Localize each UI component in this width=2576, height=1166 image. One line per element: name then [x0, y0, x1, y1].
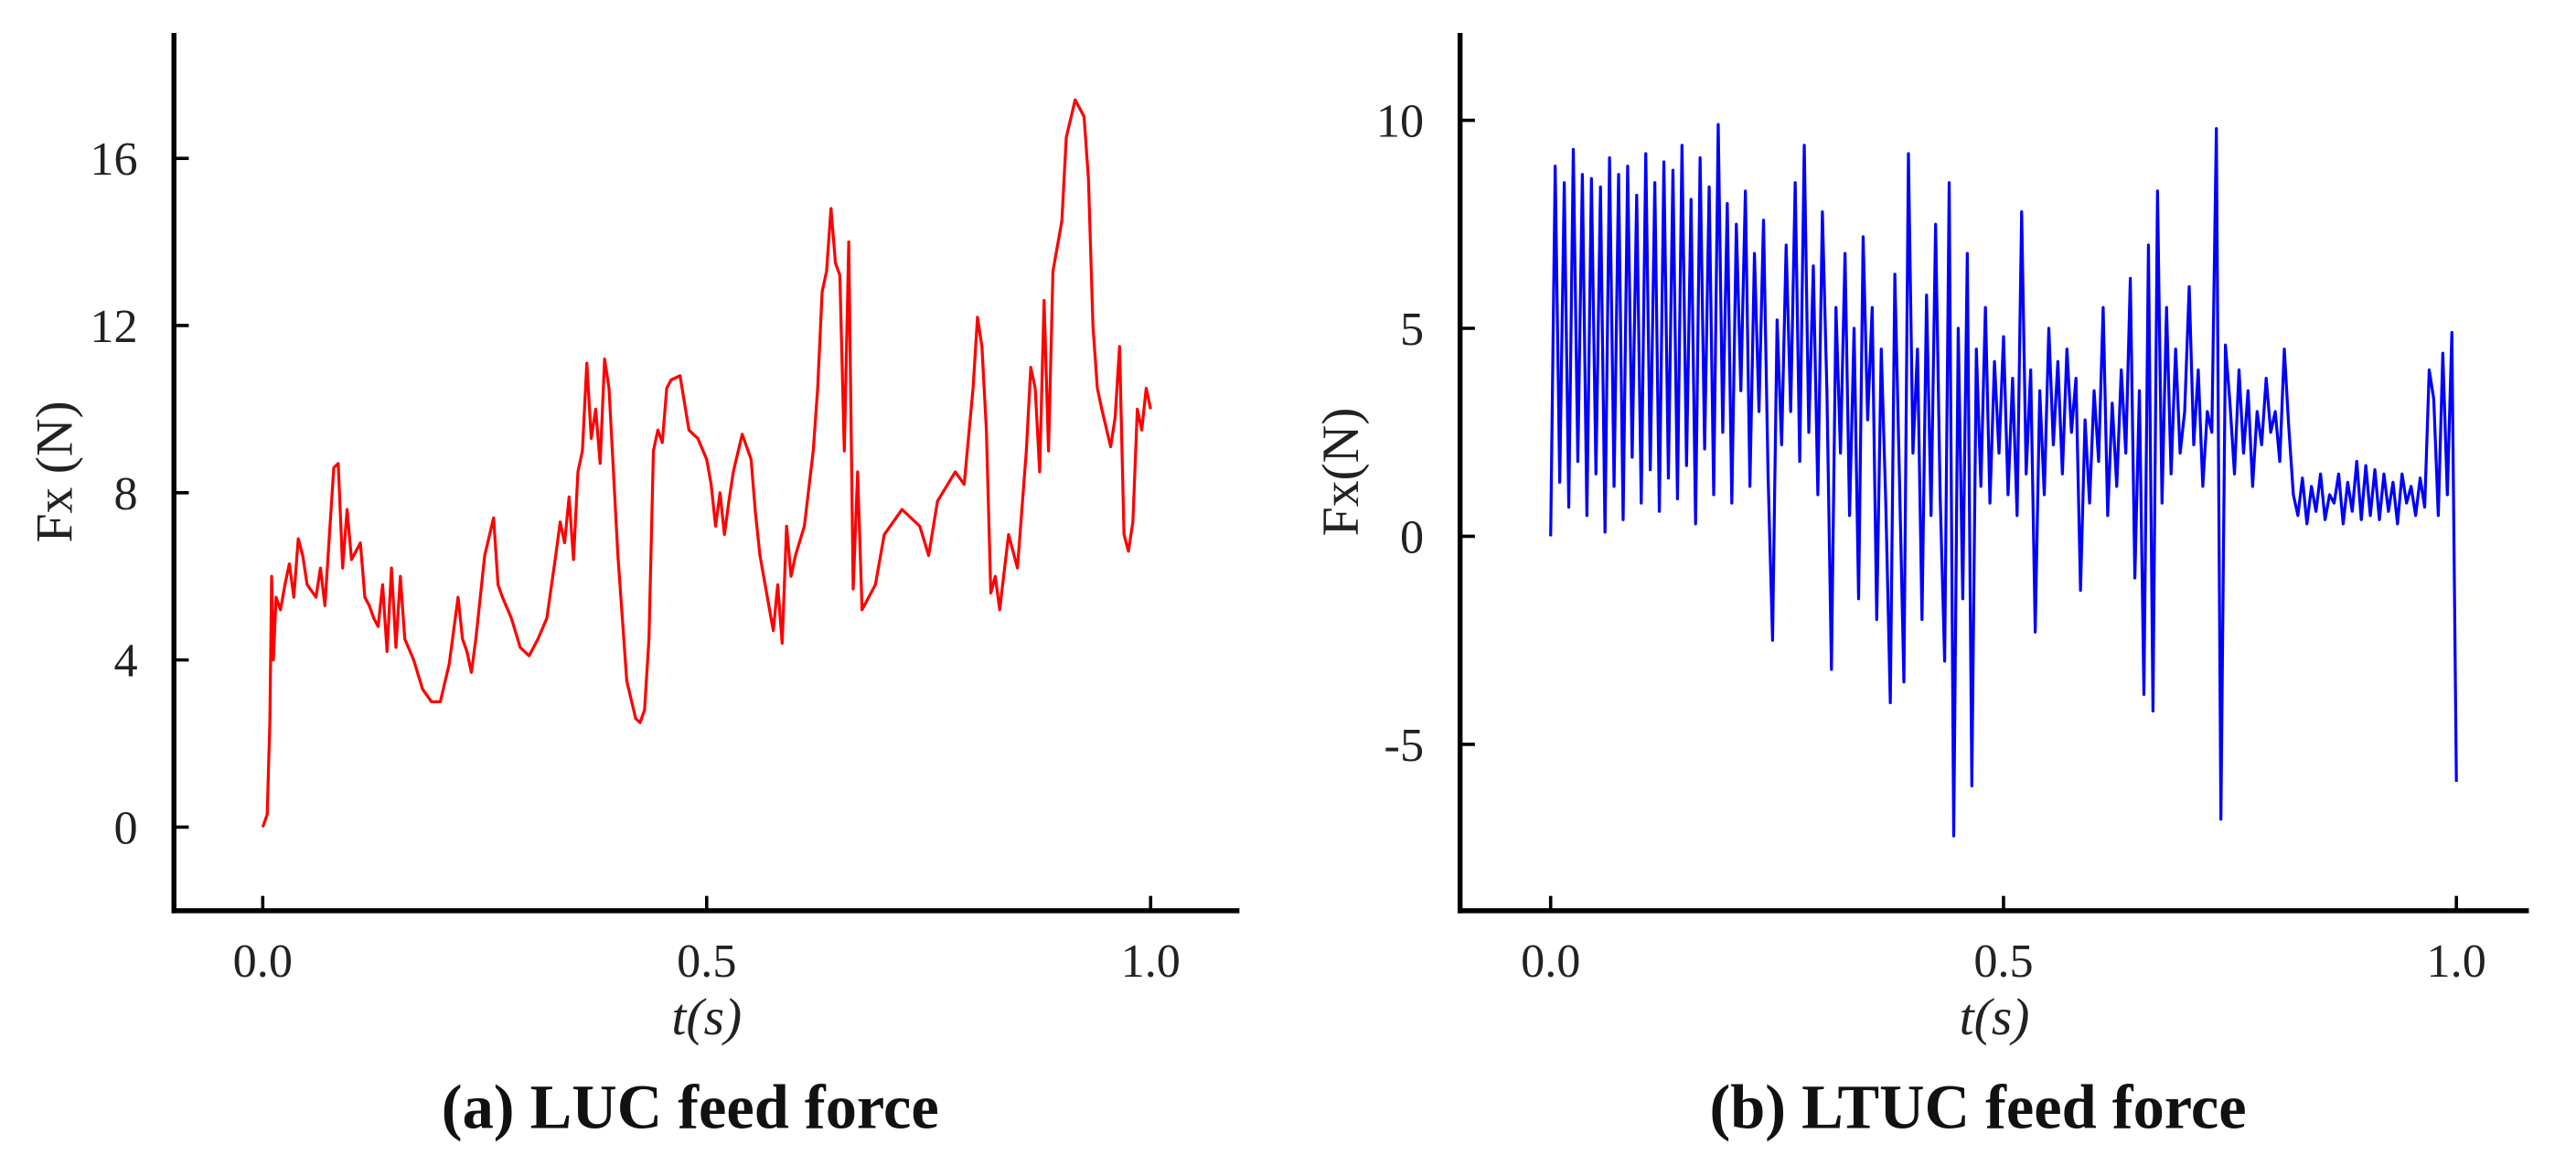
- y-axis-label: Fx (N): [27, 401, 84, 542]
- y-tick-label: 0: [1400, 510, 1424, 563]
- panel: 0.0 0.5 1.0 -5 0 5 10 t(s) Fx(N) (b) LTUC feed fo…: [1312, 33, 2529, 1142]
- x-tick-label: 0.5: [1973, 935, 2033, 988]
- data-line: [261, 98, 1152, 828]
- panel: 0.0 0.5 1.0 0 4 8 12 16 t(s) Fx (N) (a) LUC feed f…: [27, 33, 1240, 1142]
- x-axis-label: t(s): [1960, 989, 2030, 1046]
- x-tick-label: 0.0: [233, 935, 293, 988]
- x-tick-label: 0.5: [677, 935, 736, 988]
- x-tick-label: 1.0: [1121, 935, 1181, 988]
- y-tick-label: 0: [113, 801, 137, 854]
- y-tick-label: 16: [90, 133, 137, 186]
- data-line: [1549, 123, 2458, 838]
- y-tick-label: 5: [1400, 303, 1424, 356]
- y-tick-label: 8: [113, 467, 137, 520]
- caption: (a) LUC feed force: [442, 1073, 939, 1142]
- y-tick-label: 10: [1376, 95, 1424, 148]
- x-tick-label: 0.0: [1521, 935, 1580, 988]
- y-tick-label: 12: [90, 300, 137, 353]
- x-axis-label: t(s): [671, 989, 742, 1046]
- y-tick-label: 4: [113, 635, 137, 688]
- y-axis-label: Fx(N): [1312, 408, 1370, 537]
- x-tick-label: 1.0: [2427, 935, 2486, 988]
- caption: (b) LTUC feed force: [1709, 1073, 2246, 1142]
- y-tick-label: -5: [1384, 719, 1425, 772]
